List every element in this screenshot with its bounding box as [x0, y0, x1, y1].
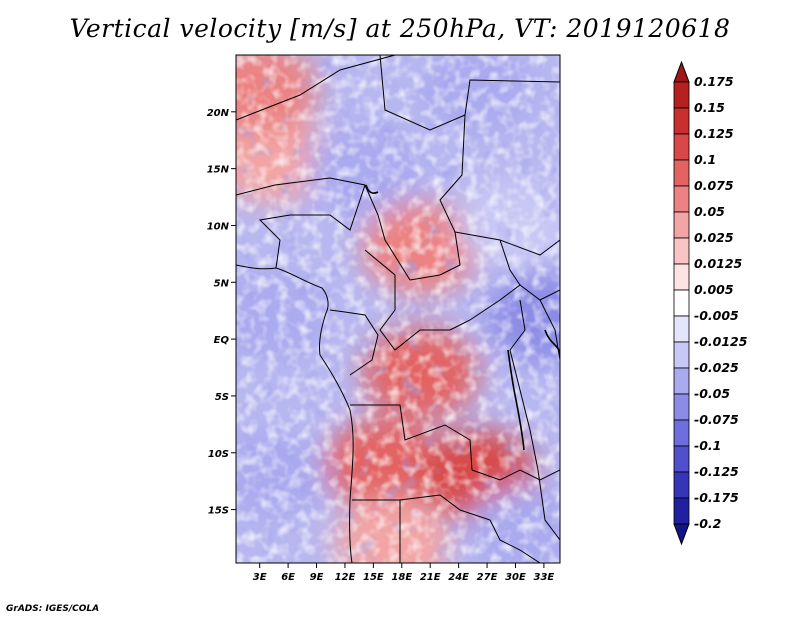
x-tick-label: 3E: [253, 572, 267, 583]
y-tick-label: 15S: [208, 506, 229, 517]
colorbar-segment: [673, 263, 690, 291]
colorbar-label: -0.2: [694, 516, 721, 531]
colorbar-segment: [673, 107, 690, 135]
colorbar-label: -0.1: [694, 438, 721, 453]
colorbar-label: 0.1: [694, 152, 716, 167]
chart-canvas: 3E 6E 9E 12E 15E 18E 21E 24E 27E 30E 33E 20N 15N 10N…: [207, 54, 748, 583]
colorbar-max-arrow: [673, 60, 690, 83]
x-tick-label: 24E: [448, 572, 469, 583]
colorbar-segment: [673, 471, 690, 499]
colorbar-segment: [673, 341, 690, 369]
colorbar-segment: [673, 133, 690, 161]
country-borders: [236, 55, 560, 563]
x-tick-label: 21E: [420, 572, 441, 583]
colorbar-label: 0.075: [694, 178, 734, 193]
colorbar-min-arrow: [673, 523, 690, 546]
colorbar-segment: [673, 211, 690, 239]
colorbar-label: -0.005: [694, 308, 739, 323]
x-axis: 3E 6E 9E 12E 15E 18E 21E 24E 27E 30E 33E: [253, 563, 555, 583]
colorbar-label: -0.125: [694, 464, 739, 479]
colorbar-label: -0.05: [694, 386, 730, 401]
chart-title: Vertical velocity [m/s] at 250hPa, VT: 2…: [69, 14, 731, 43]
colorbar-segment: [673, 81, 690, 109]
x-tick-label: 33E: [534, 572, 555, 583]
field-noise-white: [236, 55, 560, 563]
colorbar-segment: [673, 393, 690, 421]
colorbar-segment: [673, 445, 690, 473]
y-tick-label: 10S: [208, 449, 229, 460]
colorbar-segment: [673, 237, 690, 265]
colorbar-label: 0.005: [694, 282, 734, 297]
colorbar-label: -0.175: [694, 490, 739, 505]
colorbar-segment: [673, 289, 690, 317]
colorbar-segment: [673, 497, 690, 525]
colorbar-label: 0.025: [694, 230, 734, 245]
y-tick-label: 5N: [214, 278, 230, 289]
colorbar: 0.175 0.15 0.125 0.1 0.075 0.05 0.025 0.0125 0.0…: [673, 60, 748, 546]
colorbar-label: -0.025: [694, 360, 739, 375]
footer-credit: GrADS: IGES/COLA: [6, 604, 100, 614]
y-tick-label: 10N: [207, 221, 230, 232]
x-tick-label: 30E: [505, 572, 526, 583]
y-axis: 20N 15N 10N 5N EQ 5S 10S 15S: [207, 108, 236, 517]
y-tick-label: EQ: [214, 335, 230, 346]
colorbar-segment: [673, 315, 690, 343]
x-tick-label: 18E: [391, 572, 412, 583]
x-tick-label: 12E: [335, 572, 356, 583]
y-tick-label: 15N: [207, 165, 230, 176]
colorbar-segment: [673, 367, 690, 395]
colorbar-segment: [673, 185, 690, 213]
colorbar-label: 0.125: [694, 126, 734, 141]
x-tick-label: 9E: [310, 572, 324, 583]
colorbar-label: -0.0125: [694, 334, 748, 349]
colorbar-label: 0.175: [694, 74, 734, 89]
colorbar-segment: [673, 159, 690, 187]
plot-frame: [235, 54, 561, 564]
x-tick-label: 6E: [281, 572, 295, 583]
colorbar-label: 0.0125: [694, 256, 743, 271]
y-tick-label: 20N: [207, 108, 230, 119]
colorbar-label: 0.15: [694, 100, 725, 115]
x-tick-label: 15E: [363, 572, 384, 583]
colorbar-label: -0.075: [694, 412, 739, 427]
colorbar-label: 0.05: [694, 204, 725, 219]
plot-area: [236, 55, 560, 563]
y-tick-label: 5S: [215, 392, 229, 403]
colorbar-segment: [673, 419, 690, 447]
x-tick-label: 27E: [477, 572, 498, 583]
